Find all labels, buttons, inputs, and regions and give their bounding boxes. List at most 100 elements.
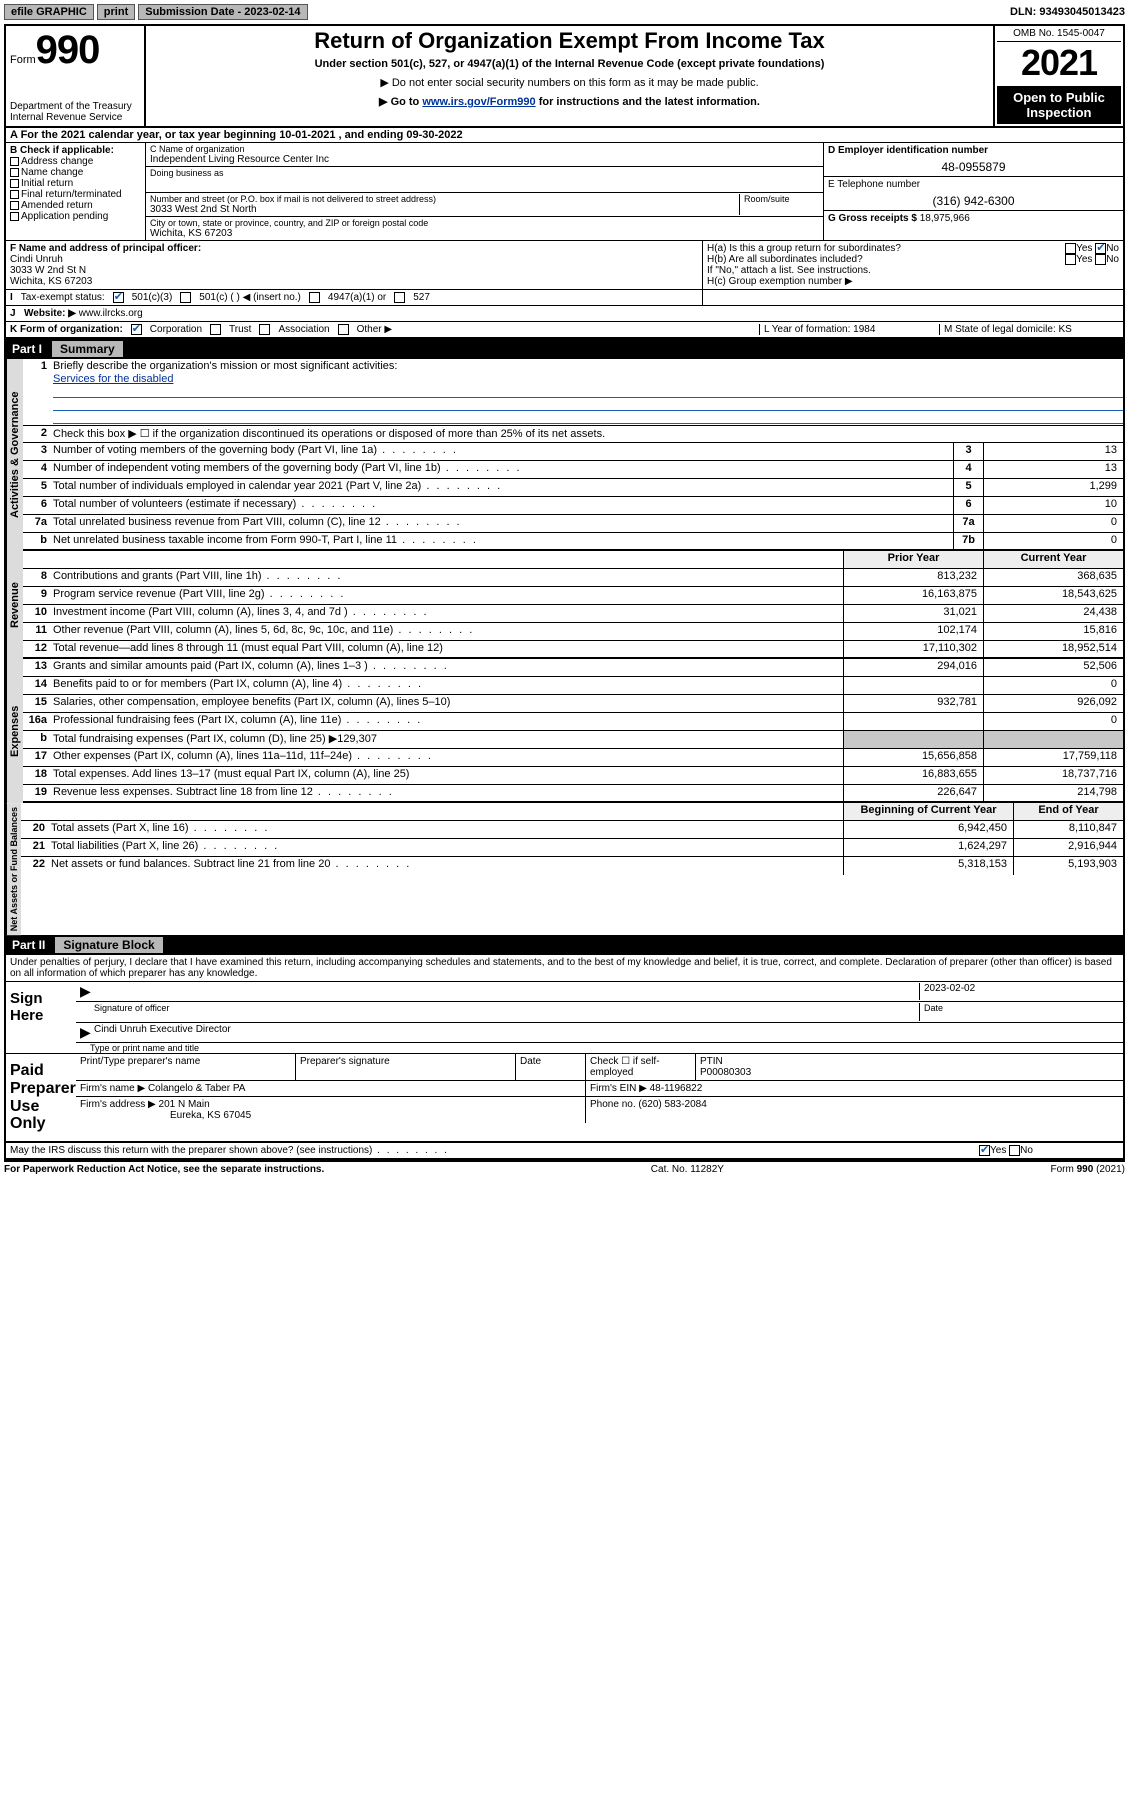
ein-label: D Employer identification number <box>828 145 1119 156</box>
ha-no[interactable] <box>1095 243 1106 254</box>
tax-exempt-label: Tax-exempt status: <box>21 292 105 303</box>
submission-date: Submission Date - 2023-02-14 <box>138 4 307 20</box>
line6-val: 10 <box>983 497 1123 514</box>
line5-desc: Total number of individuals employed in … <box>49 479 953 496</box>
sig-officer-label: Signature of officer <box>94 1003 919 1021</box>
addr-street: 3033 West 2nd St North <box>150 204 739 215</box>
perjury-declaration: Under penalties of perjury, I declare th… <box>6 955 1123 982</box>
org-name-label: C Name of organization <box>150 144 819 154</box>
ptin-label: PTIN <box>700 1056 723 1067</box>
website-value: www.ilrcks.org <box>79 308 143 319</box>
hdr-current: Current Year <box>983 551 1123 568</box>
print-btn[interactable]: print <box>97 4 135 20</box>
efile-btn[interactable]: efile GRAPHIC <box>4 4 94 20</box>
hdr-prior: Prior Year <box>843 551 983 568</box>
city-label: City or town, state or province, country… <box>150 218 819 228</box>
ck-501c[interactable] <box>180 292 191 303</box>
ck-address-change[interactable]: Address change <box>21 156 93 167</box>
irs-label: Internal Revenue Service <box>10 112 140 123</box>
ck-name-change[interactable]: Name change <box>21 167 83 178</box>
firm-phone-label: Phone no. <box>590 1099 636 1110</box>
self-employed-check[interactable]: Check ☐ if self-employed <box>586 1054 696 1080</box>
prep-date-label: Date <box>516 1054 586 1080</box>
vlabel-netassets: Net Assets or Fund Balances <box>6 803 21 935</box>
note-no-ssn: ▶ Do not enter social security numbers o… <box>152 76 987 89</box>
ck-final-return[interactable]: Final return/terminated <box>21 189 122 200</box>
ck-application-pending[interactable]: Application pending <box>21 211 108 222</box>
website-label: Website: ▶ <box>24 308 76 319</box>
phone-label: E Telephone number <box>828 179 1119 190</box>
ck-amended[interactable]: Amended return <box>21 200 93 211</box>
paid-preparer-label: Paid Preparer Use Only <box>6 1054 76 1140</box>
line5-val: 1,299 <box>983 479 1123 496</box>
city-value: Wichita, KS 67203 <box>150 228 819 239</box>
dba-label: Doing business as <box>150 168 819 178</box>
vlabel-expenses: Expenses <box>6 659 23 803</box>
hb-no[interactable] <box>1095 254 1106 265</box>
discuss-label: May the IRS discuss this return with the… <box>10 1145 979 1156</box>
form-number: 990 <box>36 28 100 72</box>
phone-value: (316) 942-6300 <box>828 194 1119 208</box>
line7b-desc: Net unrelated business taxable income fr… <box>49 533 953 549</box>
ck-other[interactable] <box>338 324 349 335</box>
firm-name: Colangelo & Taber PA <box>148 1083 245 1094</box>
part1-label: Part I <box>12 342 42 356</box>
ck-assoc[interactable] <box>259 324 270 335</box>
ha-yes[interactable] <box>1065 243 1076 254</box>
discuss-yes[interactable] <box>979 1145 990 1156</box>
vlabel-revenue: Revenue <box>6 551 23 659</box>
omb-number: OMB No. 1545-0047 <box>997 28 1121 42</box>
ck-corp[interactable] <box>131 324 142 335</box>
ptin-value: P00080303 <box>700 1067 751 1078</box>
discuss-no[interactable] <box>1009 1145 1020 1156</box>
line3-desc: Number of voting members of the governin… <box>49 443 953 460</box>
line2-desc: Check this box ▶ ☐ if the organization d… <box>49 426 1123 442</box>
firm-phone: (620) 583-2084 <box>638 1099 706 1110</box>
hb-yes[interactable] <box>1065 254 1076 265</box>
topbar: efile GRAPHIC print Submission Date - 20… <box>4 4 1125 20</box>
sig-date: 2023-02-02 <box>919 983 1119 1000</box>
sign-here-label: Sign Here <box>6 982 76 1053</box>
prep-name-label: Print/Type preparer's name <box>76 1054 296 1080</box>
row-a-tax-year: A For the 2021 calendar year, or tax yea… <box>6 128 1123 143</box>
ein-value: 48-0955879 <box>828 160 1119 174</box>
hb-note: If "No," attach a list. See instructions… <box>707 265 1119 276</box>
org-name: Independent Living Resource Center Inc <box>150 154 819 165</box>
line1-desc: Briefly describe the organization's miss… <box>49 359 1123 373</box>
ck-501c3[interactable] <box>113 292 124 303</box>
vlabel-activities: Activities & Governance <box>6 359 23 551</box>
k-label: K Form of organization: <box>10 324 123 335</box>
form-subtitle: Under section 501(c), 527, or 4947(a)(1)… <box>152 58 987 70</box>
sign-arrow-icon: ▶ <box>80 983 94 1000</box>
firm-ein-label: Firm's EIN ▶ <box>590 1083 647 1094</box>
ck-527[interactable] <box>394 292 405 303</box>
firm-addr1: 201 N Main <box>159 1099 210 1110</box>
ck-initial-return[interactable]: Initial return <box>21 178 73 189</box>
mission-text[interactable]: Services for the disabled <box>53 373 173 385</box>
col-b-label: B Check if applicable: <box>10 145 141 156</box>
line4-desc: Number of independent voting members of … <box>49 461 953 478</box>
line7a-desc: Total unrelated business revenue from Pa… <box>49 515 953 532</box>
form-title: Return of Organization Exempt From Incom… <box>152 28 987 54</box>
firm-ein: 48-1196822 <box>650 1083 703 1094</box>
gross-value: 18,975,966 <box>920 213 970 224</box>
officer-label: F Name and address of principal officer: <box>10 243 698 254</box>
dept-label: Department of the Treasury <box>10 101 140 112</box>
firm-addr-label: Firm's address ▶ <box>80 1099 156 1110</box>
part2-label: Part II <box>12 938 45 952</box>
line6-desc: Total number of volunteers (estimate if … <box>49 497 953 514</box>
firm-name-label: Firm's name ▶ <box>80 1083 145 1094</box>
ck-trust[interactable] <box>210 324 221 335</box>
prep-sig-label: Preparer's signature <box>296 1054 516 1080</box>
note-goto-post: for instructions and the latest informat… <box>536 96 760 108</box>
ck-4947[interactable] <box>309 292 320 303</box>
form-footer: Form 990 (2021) <box>1051 1164 1125 1175</box>
irs-form990-link[interactable]: www.irs.gov/Form990 <box>422 96 535 108</box>
form-label: Form <box>10 54 36 66</box>
date-label: Date <box>919 1003 1119 1021</box>
line7b-val: 0 <box>983 533 1123 549</box>
type-name-label: Type or print name and title <box>76 1043 1123 1053</box>
m-state: M State of legal domicile: KS <box>939 324 1119 335</box>
form-id-block: Form990 Department of the Treasury Inter… <box>6 26 146 126</box>
form-frame: Form990 Department of the Treasury Inter… <box>4 24 1125 1162</box>
